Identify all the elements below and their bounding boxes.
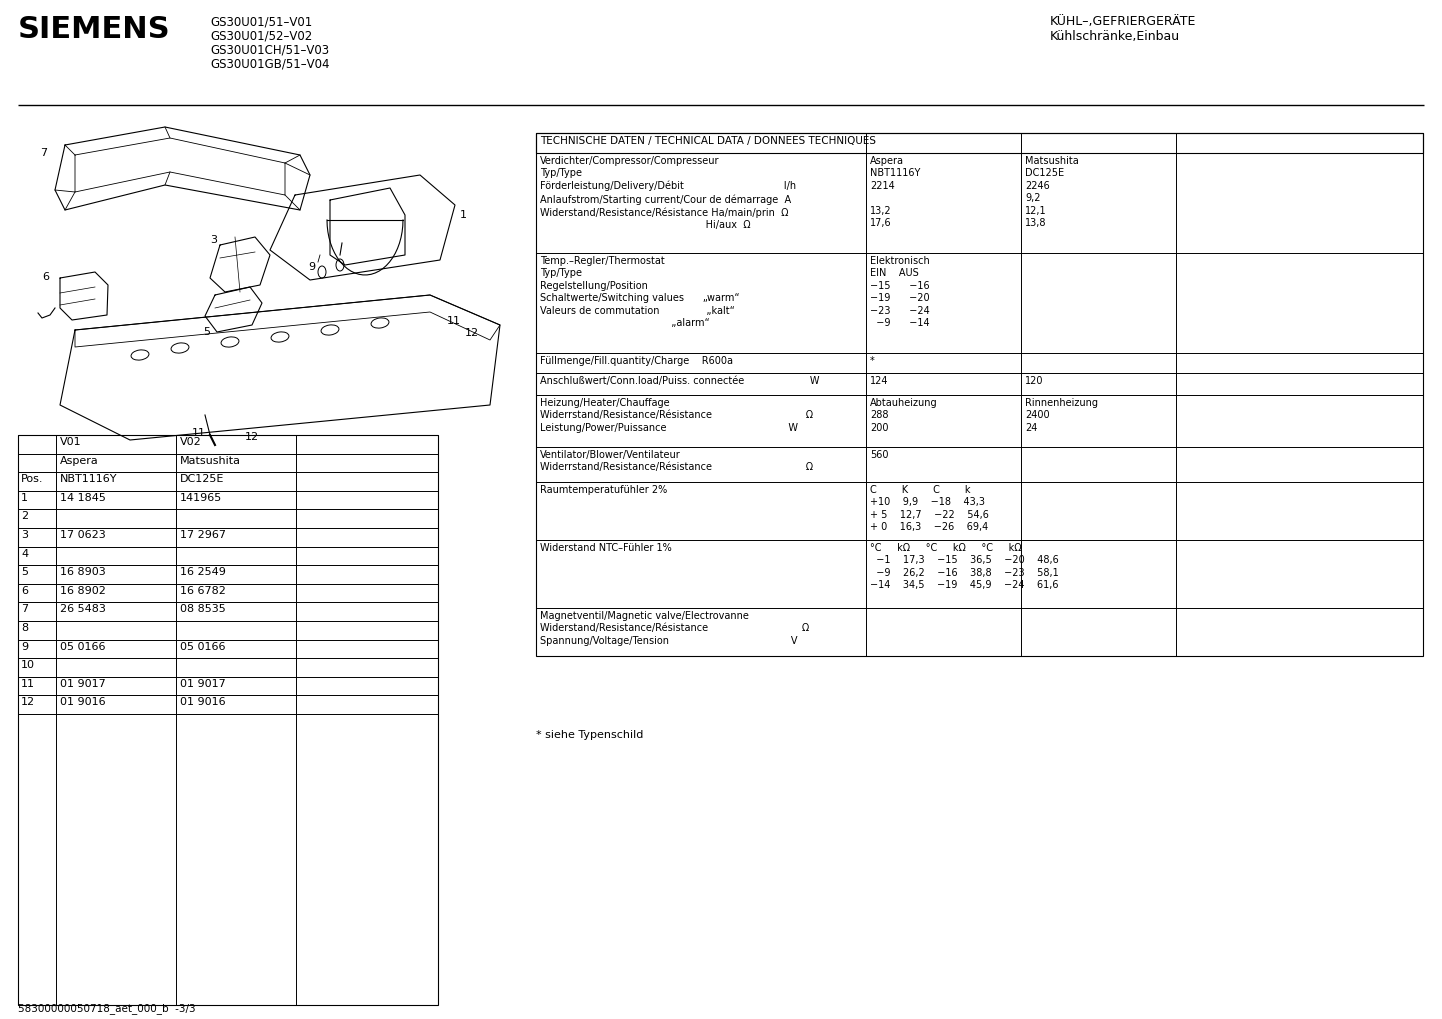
Text: 17 2967: 17 2967 [180,530,226,540]
Text: GS30U01CH/51–V03: GS30U01CH/51–V03 [211,43,329,56]
Text: 3: 3 [22,530,27,540]
Text: Ventilator/Blower/Ventilateur
Widerrstand/Resistance/Résistance                 : Ventilator/Blower/Ventilateur Widerrstan… [539,450,813,473]
Text: °C     kΩ     °C     kΩ     °C     kΩ
  −1    17,3    −15    36,5    −20    48,6: °C kΩ °C kΩ °C kΩ −1 17,3 −15 36,5 −20 4… [870,543,1058,590]
Text: 6: 6 [22,586,27,596]
Text: 120: 120 [1025,376,1044,386]
Text: Aspera: Aspera [61,455,98,466]
Text: 11: 11 [447,316,461,326]
Text: 05 0166: 05 0166 [61,642,105,651]
Text: V02: V02 [180,437,202,447]
Text: 2: 2 [22,512,29,522]
Text: 14 1845: 14 1845 [61,493,105,502]
Text: Matsushita: Matsushita [180,455,241,466]
Text: C        K        C        k
+10    9,9    −18    43,3
+ 5    12,7    −22    54,: C K C k +10 9,9 −18 43,3 + 5 12,7 −22 54… [870,485,989,532]
Text: 9: 9 [309,262,316,272]
Text: 10: 10 [22,660,35,671]
Text: 26 5483: 26 5483 [61,604,105,614]
Text: 16 8902: 16 8902 [61,586,105,596]
Text: 16 6782: 16 6782 [180,586,226,596]
Text: 7: 7 [40,148,48,158]
Text: 1: 1 [460,210,467,220]
Text: 12: 12 [245,432,260,442]
Text: 01 9016: 01 9016 [61,697,105,707]
Text: 6: 6 [42,272,49,282]
Text: 58300000050718_aet_000_b  -3/3: 58300000050718_aet_000_b -3/3 [17,1003,196,1014]
Text: 4: 4 [22,548,29,558]
Bar [536,133,1423,153]
Text: DC125E: DC125E [180,474,225,484]
Text: GS30U01/52–V02: GS30U01/52–V02 [211,29,313,42]
Text: 3: 3 [211,235,216,245]
Text: Kühlschränke,Einbau: Kühlschränke,Einbau [1050,30,1180,43]
Text: V01: V01 [61,437,82,447]
Text: 5: 5 [22,568,27,577]
Text: KÜHL–,GEFRIERGERÄTE: KÜHL–,GEFRIERGERÄTE [1050,15,1197,28]
Bar [17,435,438,1005]
Text: 560: 560 [870,450,888,460]
Text: Elektronisch
EIN    AUS
−15      −16
−19      −20
−23      −24
  −9      −14: Elektronisch EIN AUS −15 −16 −19 −20 −23… [870,256,930,328]
Text: Aspera
NBT1116Y
2214

13,2
17,6: Aspera NBT1116Y 2214 13,2 17,6 [870,156,920,228]
Text: Matsushita
DC125E
2246
9,2
12,1
13,8: Matsushita DC125E 2246 9,2 12,1 13,8 [1025,156,1079,228]
Text: 17 0623: 17 0623 [61,530,105,540]
Text: 08 8535: 08 8535 [180,604,226,614]
Text: 12: 12 [464,328,479,338]
Bar [536,133,1423,656]
Text: * siehe Typenschild: * siehe Typenschild [536,730,643,740]
Text: GS30U01GB/51–V04: GS30U01GB/51–V04 [211,57,330,70]
Text: Rinnenheizung
2400
24: Rinnenheizung 2400 24 [1025,398,1097,433]
Text: Abtauheizung
288
200: Abtauheizung 288 200 [870,398,937,433]
Text: Verdichter/Compressor/Compresseur
Typ/Type
Förderleistung/Delivery/Débit        : Verdichter/Compressor/Compresseur Typ/Ty… [539,156,796,230]
Text: Raumtemperatufühler 2%: Raumtemperatufühler 2% [539,485,668,495]
Text: 8: 8 [22,623,29,633]
Text: Pos.: Pos. [22,474,43,484]
Text: 5: 5 [203,327,211,337]
Text: 9: 9 [22,642,29,651]
Text: SIEMENS: SIEMENS [17,15,170,44]
Text: 12: 12 [22,697,35,707]
Text: Füllmenge/Fill.quantity/Charge    R600a: Füllmenge/Fill.quantity/Charge R600a [539,356,733,366]
Text: 05 0166: 05 0166 [180,642,225,651]
Text: *: * [870,356,875,366]
Text: 141965: 141965 [180,493,222,502]
Text: Widerstand NTC–Fühler 1%: Widerstand NTC–Fühler 1% [539,543,672,553]
Text: Heizung/Heater/Chauffage
Widerrstand/Resistance/Résistance                      : Heizung/Heater/Chauffage Widerrstand/Res… [539,398,813,433]
Text: Anschlußwert/Conn.load/Puiss. connectée                     W: Anschlußwert/Conn.load/Puiss. connectée … [539,376,819,386]
Text: 7: 7 [22,604,29,614]
Text: 16 8903: 16 8903 [61,568,105,577]
Text: 01 9016: 01 9016 [180,697,225,707]
Text: Temp.–Regler/Thermostat
Typ/Type
Regelstellung/Position
Schaltwerte/Switching va: Temp.–Regler/Thermostat Typ/Type Regelst… [539,256,740,328]
Text: 1: 1 [22,493,27,502]
Text: NBT1116Y: NBT1116Y [61,474,117,484]
Text: Magnetventil/Magnetic valve/Electrovanne
Widerstand/Resistance/Résistance       : Magnetventil/Magnetic valve/Electrovanne… [539,611,809,646]
Text: 124: 124 [870,376,888,386]
Text: 01 9017: 01 9017 [61,679,105,689]
Text: GS30U01/51–V01: GS30U01/51–V01 [211,15,313,28]
Text: TECHNISCHE DATEN / TECHNICAL DATA / DONNEES TECHNIQUES: TECHNISCHE DATEN / TECHNICAL DATA / DONN… [539,136,875,146]
Text: 01 9017: 01 9017 [180,679,226,689]
Text: 11: 11 [192,428,206,438]
Text: 11: 11 [22,679,35,689]
Text: 16 2549: 16 2549 [180,568,226,577]
